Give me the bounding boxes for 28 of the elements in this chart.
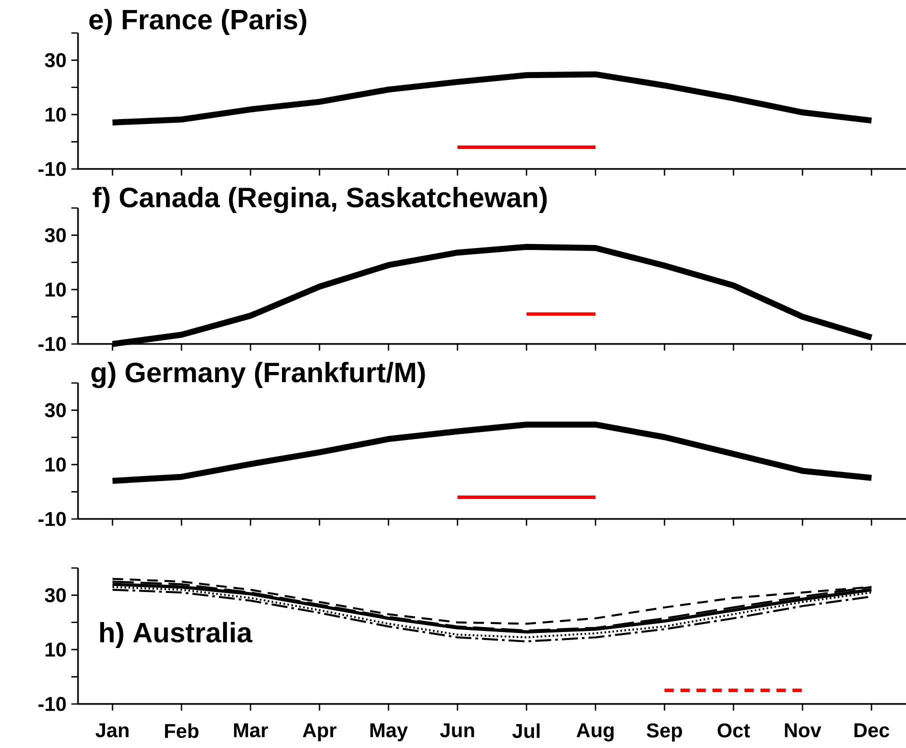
x-tick-label: Mar (234, 723, 268, 738)
x-tick-label: Jun (440, 723, 474, 738)
y-tick-label: 30 (44, 53, 66, 68)
y-tick-label: 10 (46, 108, 66, 122)
chart-title: g) Germany (Frankfurt/M) (91, 362, 425, 388)
y-tick-label: -10 (38, 162, 66, 176)
x-tick-label: May (370, 723, 408, 742)
y-tick-label: 10 (46, 282, 66, 297)
x-tick-label: Feb (165, 723, 198, 738)
text: h) Australia (100, 622, 252, 648)
y-tick-label: 10 (46, 642, 66, 657)
x-tick-label: Sep (646, 723, 682, 742)
x-tick-label: Dec (854, 723, 890, 738)
x-tick-label: Jul (512, 723, 540, 738)
y-tick-label: -10 (38, 336, 66, 352)
chart-title: e) France (Paris) (89, 8, 306, 36)
x-tick-label: Jan (96, 723, 128, 738)
x-tick-label: Oct (718, 723, 750, 738)
chart-title: f) Canada (Regina, Saskatchewan) (92, 186, 547, 214)
y-tick-label: 30 (44, 403, 66, 418)
x-tick-label: Nov (784, 723, 822, 738)
y-tick-label: 30 (44, 588, 66, 602)
x-tick-label: Aug (576, 723, 614, 742)
y-tick-label: -10 (38, 696, 66, 712)
y-tick-label: 10 (46, 458, 66, 472)
y-tick-label: 30 (44, 228, 66, 242)
x-tick-label: Apr (302, 723, 336, 742)
y-tick-label: -10 (38, 512, 66, 526)
